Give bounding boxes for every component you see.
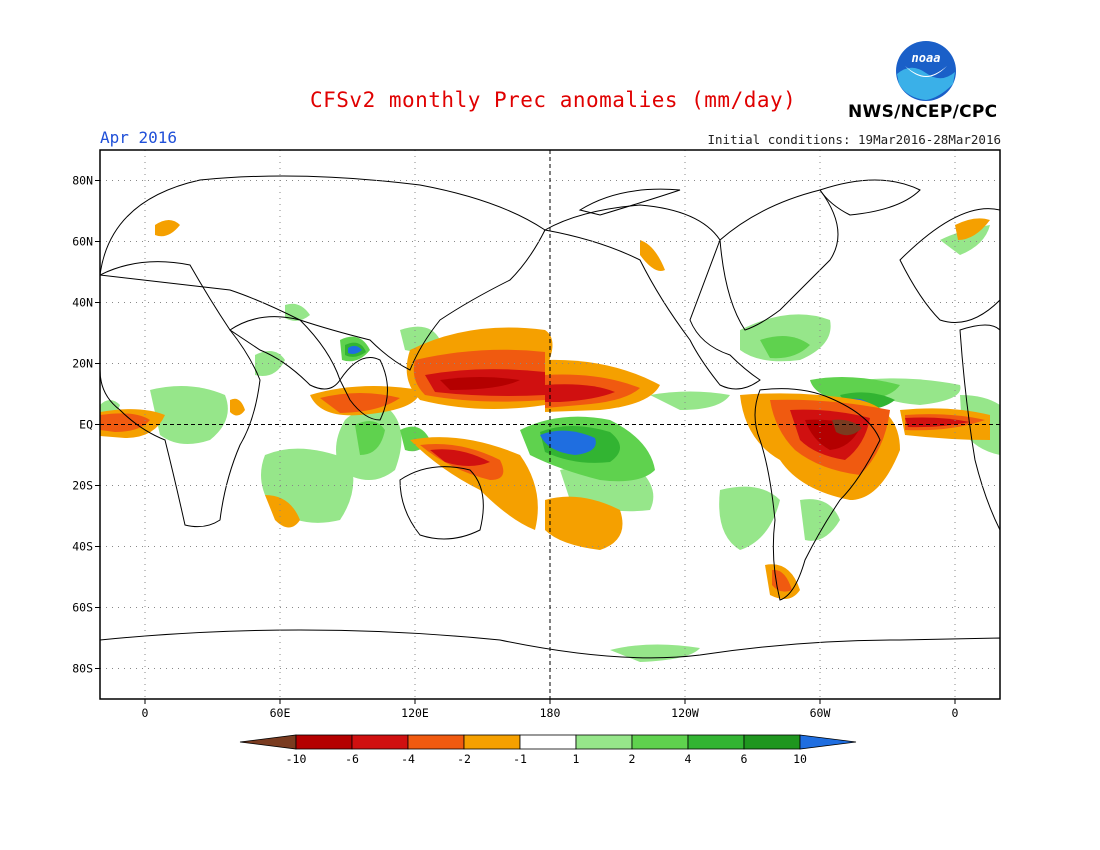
legend-label: 4 <box>685 752 692 766</box>
longitude-labels: 0 60E 120E 180 120W 60W 0 <box>142 699 959 720</box>
legend-swatch <box>743 734 801 750</box>
legend-label: -6 <box>345 752 359 766</box>
legend-swatch <box>295 734 353 750</box>
legend-label: -10 <box>286 752 307 766</box>
lon-label: 180 <box>540 706 561 720</box>
legend-label: 2 <box>629 752 636 766</box>
legend-swatch <box>687 734 745 750</box>
map-gridlines <box>100 150 1000 699</box>
lat-label: 60N <box>72 235 93 249</box>
lon-label: 60E <box>270 706 291 720</box>
legend-label: 6 <box>741 752 748 766</box>
lat-label: 80S <box>72 662 93 676</box>
forecast-month: Apr 2016 <box>100 128 178 147</box>
lat-label: EQ <box>79 418 93 432</box>
legend-swatch <box>575 734 633 750</box>
chart-title: CFSv2 monthly Prec anomalies (mm/day) <box>310 88 797 112</box>
legend-swatch <box>239 734 297 750</box>
initial-conditions: Initial conditions: 19Mar2016-28Mar2016 <box>707 132 1002 147</box>
lon-label: 120E <box>401 706 429 720</box>
legend-swatch <box>407 734 465 750</box>
coastlines <box>100 175 1000 699</box>
organization-label: NWS/NCEP/CPC <box>848 102 998 122</box>
lat-label: 40S <box>72 540 93 554</box>
lon-label: 0 <box>952 706 959 720</box>
legend-swatch <box>799 734 857 750</box>
svg-text:noaa: noaa <box>912 51 941 65</box>
lon-label: 0 <box>142 706 149 720</box>
lat-label: 80N <box>72 174 93 188</box>
legend-label: 10 <box>793 752 807 766</box>
legend-swatch <box>519 734 577 750</box>
legend-swatch <box>463 734 521 750</box>
anomaly-field <box>100 218 1000 662</box>
lon-label: 120W <box>671 706 699 720</box>
legend-label: 1 <box>573 752 580 766</box>
lat-label: 40N <box>72 296 93 310</box>
color-legend: -10 -6 -4 -2 -1 1 2 4 6 10 <box>239 734 857 766</box>
latitude-labels: 80N 60N 40N 20N EQ 20S 40S 60S 80S <box>72 174 100 676</box>
legend-label: -1 <box>513 752 527 766</box>
lat-label: 20N <box>72 357 93 371</box>
lat-label: 20S <box>72 479 93 493</box>
legend-swatch <box>351 734 409 750</box>
legend-swatch <box>631 734 689 750</box>
legend-label: -2 <box>457 752 471 766</box>
legend-label: -4 <box>401 752 415 766</box>
noaa-logo-icon: noaa <box>896 41 956 101</box>
lon-label: 60W <box>810 706 831 720</box>
lat-label: 60S <box>72 601 93 615</box>
